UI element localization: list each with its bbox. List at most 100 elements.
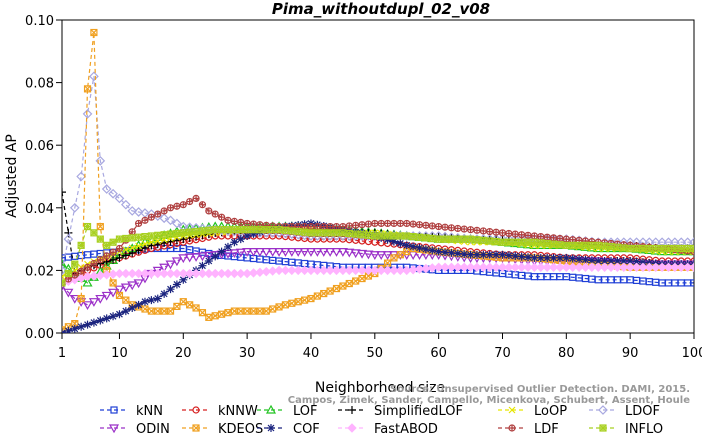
data-point <box>459 262 469 272</box>
data-point <box>198 227 207 235</box>
data-point <box>600 257 609 266</box>
data-point <box>103 241 111 249</box>
data-point <box>441 248 450 257</box>
legend-label: SimplifiedLOF <box>374 404 463 419</box>
data-point <box>631 262 642 272</box>
data-point <box>581 255 590 264</box>
data-point <box>229 268 240 279</box>
data-point <box>178 254 189 264</box>
data-point <box>504 262 514 272</box>
data-point <box>173 229 181 238</box>
data-point <box>223 268 233 279</box>
data-point <box>396 239 405 248</box>
data-point <box>644 262 655 272</box>
data-point <box>275 303 283 311</box>
data-point <box>510 262 520 272</box>
data-point <box>82 277 93 287</box>
data-point <box>492 228 500 236</box>
data-point <box>383 219 392 228</box>
legend-swatch-marker <box>108 424 120 434</box>
legend-item-LDOF: LDOF <box>589 404 660 419</box>
data-point <box>383 259 392 267</box>
data-point <box>171 257 182 267</box>
series-line <box>62 32 694 331</box>
data-point <box>64 269 72 278</box>
data-point <box>357 265 367 276</box>
data-point <box>197 252 208 262</box>
data-point <box>205 207 213 215</box>
data-point <box>574 241 585 251</box>
data-point <box>529 262 540 272</box>
data-point <box>428 234 436 243</box>
data-point <box>122 296 130 304</box>
data-point <box>96 222 104 231</box>
data-point <box>96 235 104 243</box>
data-point <box>249 229 258 238</box>
data-point <box>120 283 131 293</box>
data-point <box>364 220 373 228</box>
x-tick-label: 10 <box>111 346 128 361</box>
data-point <box>191 253 202 262</box>
data-point <box>269 305 277 313</box>
data-point <box>479 236 487 244</box>
data-point <box>211 210 219 218</box>
data-point <box>198 201 207 209</box>
data-point <box>223 242 232 251</box>
data-point <box>160 289 169 298</box>
data-point <box>352 221 360 229</box>
data-point <box>466 226 475 234</box>
data-point <box>319 265 329 276</box>
data-point <box>204 268 214 279</box>
legend-label: LDF <box>534 422 559 434</box>
data-point <box>345 222 353 230</box>
data-point <box>339 282 347 290</box>
data-point <box>396 232 404 240</box>
data-point <box>530 232 539 240</box>
data-point <box>434 247 443 256</box>
x-axis-label: Neighborhood size <box>315 380 445 396</box>
data-point <box>294 227 302 236</box>
data-point <box>173 302 181 310</box>
data-point <box>281 226 290 234</box>
x-tick-label: 70 <box>494 346 511 361</box>
data-point <box>299 265 310 276</box>
data-point <box>364 231 373 239</box>
data-point <box>492 238 500 246</box>
data-point <box>205 226 213 234</box>
data-point <box>128 228 136 236</box>
data-point <box>192 304 200 312</box>
data-point <box>358 274 366 283</box>
data-point <box>607 243 615 251</box>
data-point <box>62 265 67 276</box>
data-point <box>568 254 577 263</box>
data-point <box>242 248 253 257</box>
data-point <box>159 213 169 224</box>
data-point <box>486 237 494 245</box>
data-point <box>326 222 334 231</box>
data-point <box>320 289 328 298</box>
x-tick-label: 100 <box>682 346 702 361</box>
x-tick-label: 30 <box>239 346 256 361</box>
legend-swatch-marker <box>598 405 608 415</box>
data-point <box>350 265 361 276</box>
data-point <box>83 85 92 93</box>
data-point <box>460 225 468 233</box>
data-point <box>677 244 685 253</box>
data-point <box>524 231 532 239</box>
data-point <box>536 262 546 272</box>
data-point <box>172 268 182 279</box>
data-point <box>83 222 92 231</box>
data-point <box>313 292 321 300</box>
data-point <box>115 291 124 300</box>
data-point <box>312 248 323 257</box>
data-point <box>670 262 680 272</box>
legend-item-LoOP: LoOP <box>498 404 567 419</box>
data-point <box>109 312 118 321</box>
legend-item-COF: COF <box>257 422 320 434</box>
data-point <box>237 226 245 234</box>
data-point <box>676 262 686 272</box>
data-point <box>62 279 66 287</box>
data-point <box>530 238 539 246</box>
data-point <box>650 262 661 272</box>
data-point <box>83 320 92 329</box>
